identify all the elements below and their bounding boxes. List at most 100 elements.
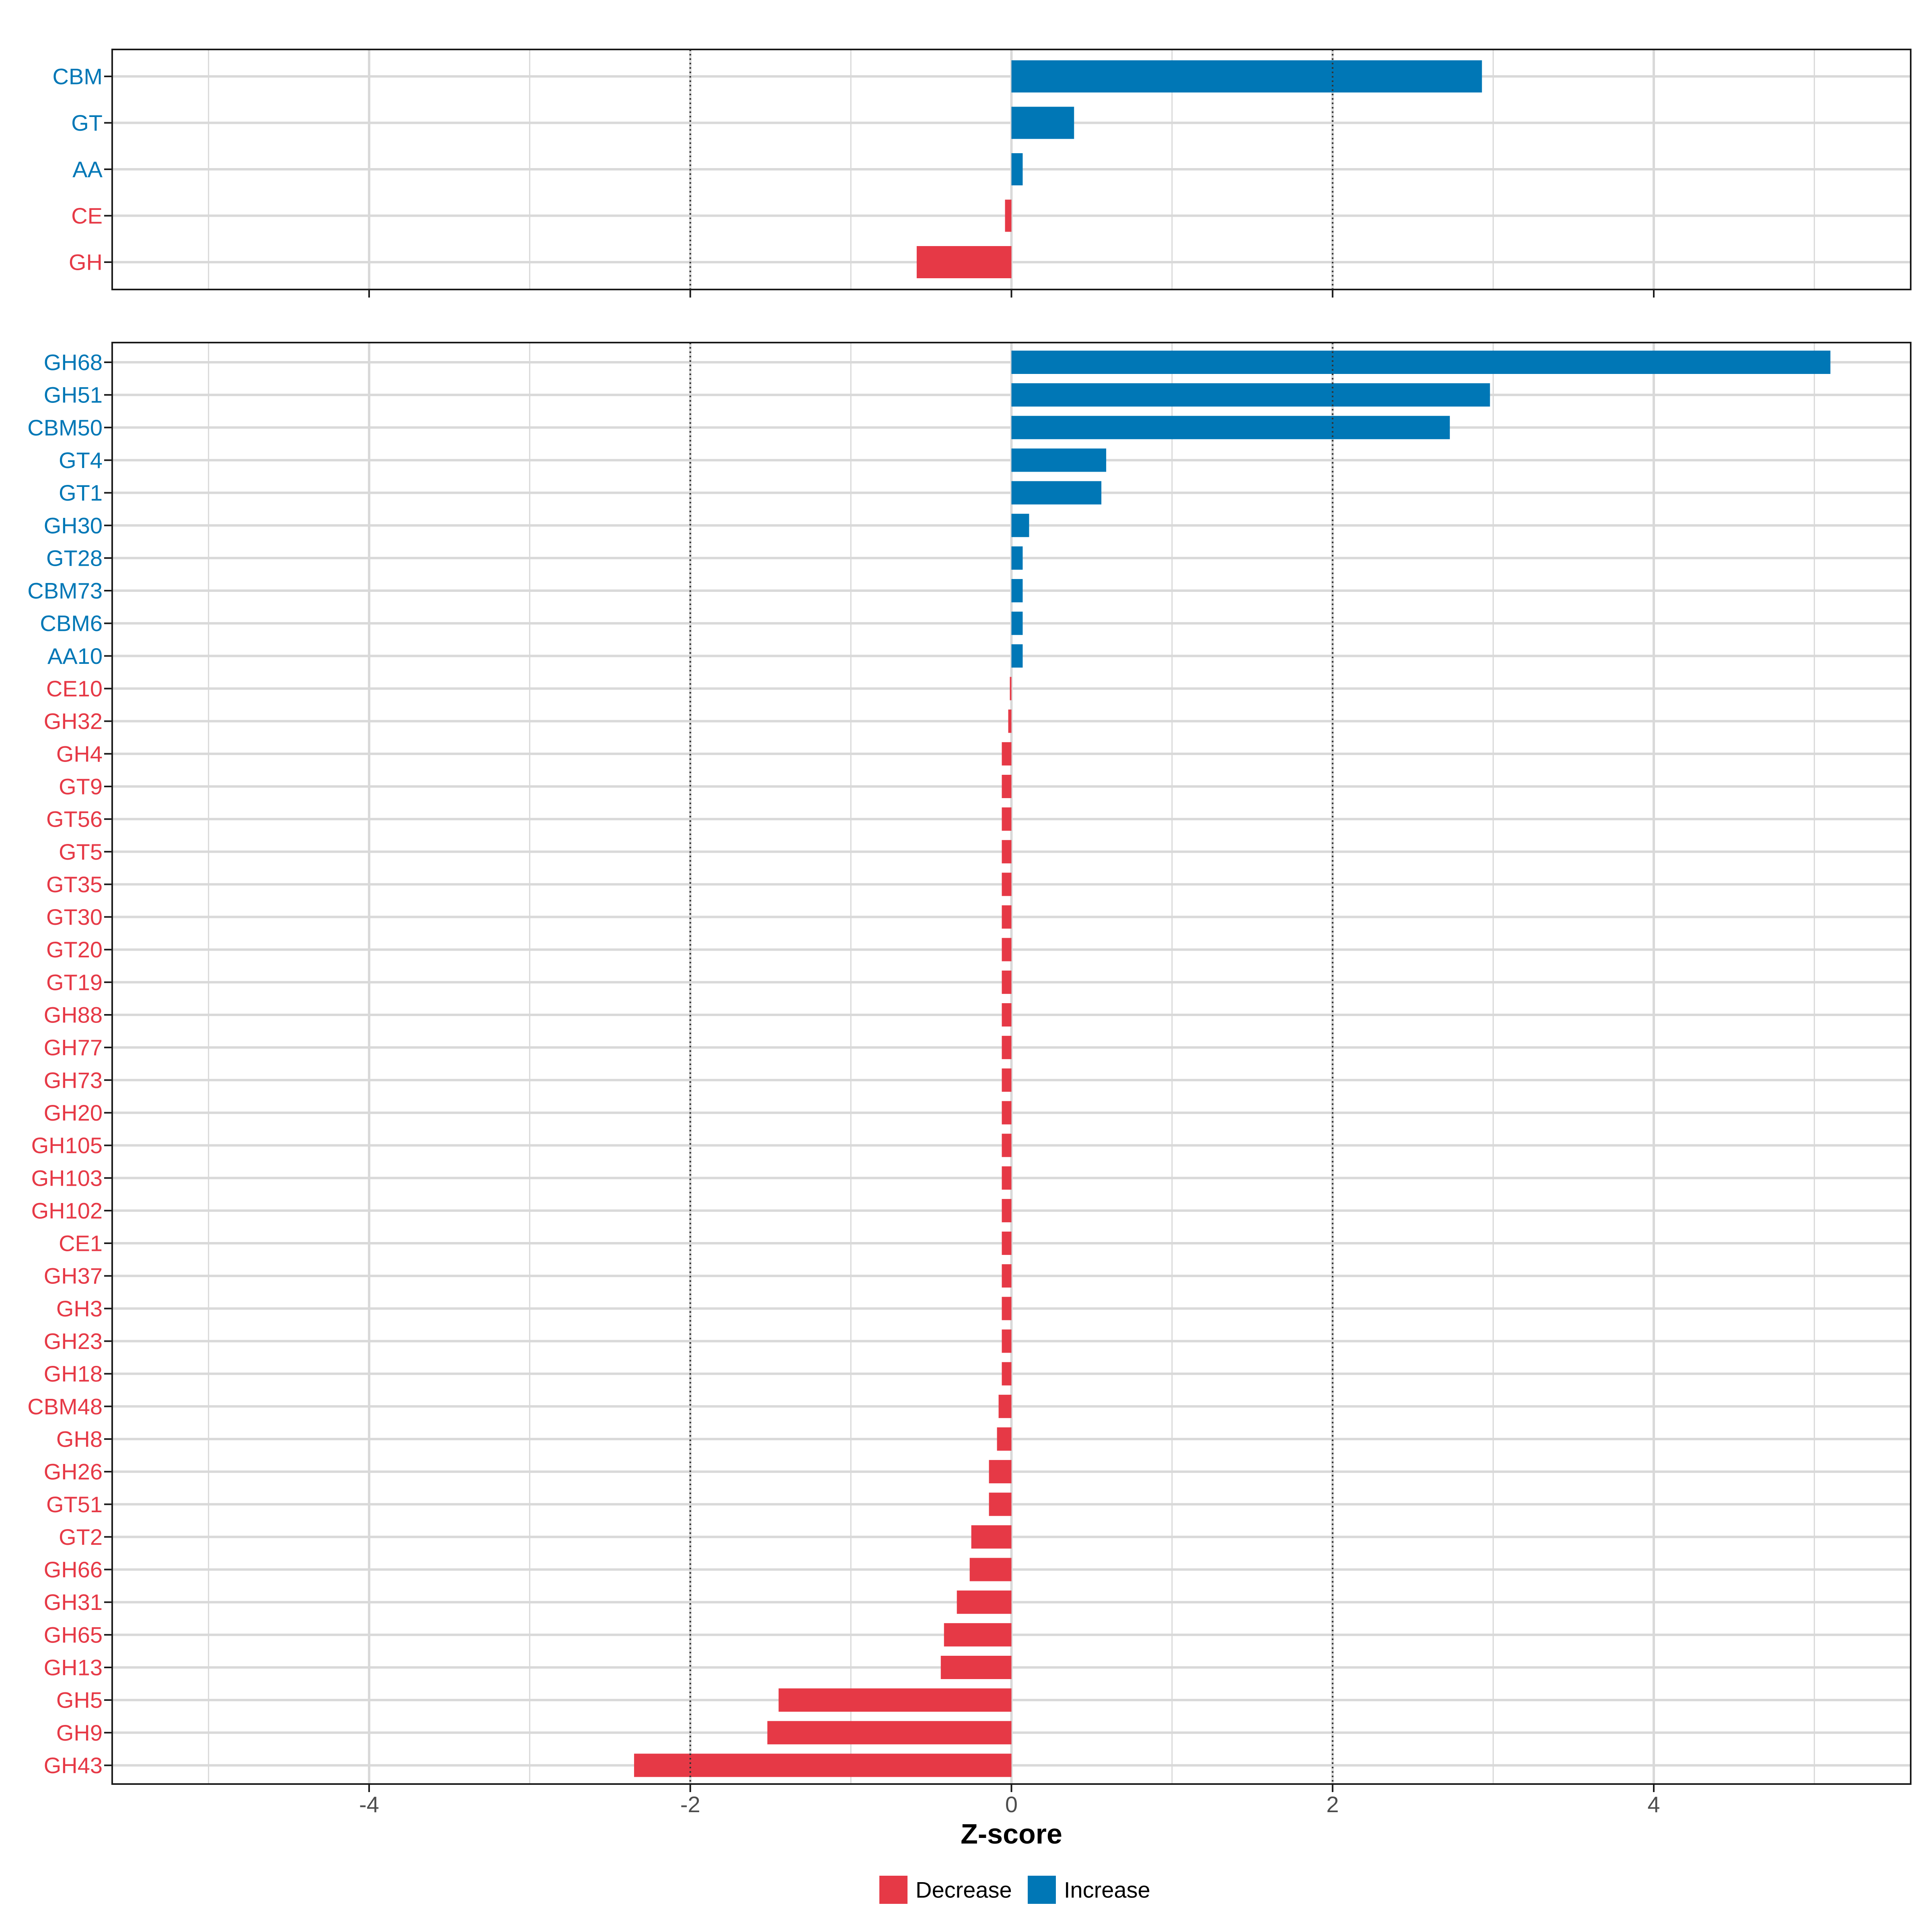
bottom-bar-gh66 [969, 1558, 1012, 1581]
bottom-bar-gt30 [1002, 905, 1012, 929]
bottom-bar-aa10 [1011, 644, 1023, 668]
bottom-category-label: CBM73 [27, 578, 103, 604]
bottom-bar-gt9 [1002, 774, 1012, 798]
bottom-bar-gt19 [1002, 970, 1012, 994]
legend-label-decrease: Decrease [916, 1877, 1012, 1903]
bottom-category-label: GH102 [31, 1198, 103, 1223]
bottom-bar-gh18 [1002, 1362, 1012, 1386]
bottom-category-label: AA10 [47, 643, 103, 669]
top-bar-gh [916, 246, 1012, 278]
bottom-category-label: GT30 [46, 904, 103, 930]
top-bar-cbm [1011, 60, 1482, 92]
bottom-category-label: GH66 [44, 1557, 103, 1582]
bottom-category-label: GT4 [59, 448, 103, 473]
bottom-bar-gh77 [1002, 1036, 1012, 1059]
bottom-bar-gt51 [989, 1493, 1012, 1516]
bottom-bar-gh103 [1002, 1166, 1012, 1190]
bottom-bar-gt28 [1011, 546, 1023, 570]
bottom-category-label: GT5 [59, 839, 103, 864]
top-category-label: CBM [53, 64, 103, 89]
bottom-category-label: GH105 [31, 1133, 103, 1158]
bottom-category-label: CBM6 [40, 611, 103, 636]
bottom-category-label: GH77 [44, 1035, 103, 1060]
bottom-xtick-label: 4 [1647, 1792, 1660, 1817]
bottom-category-label: GH37 [44, 1263, 103, 1289]
bottom-xtick-label: -2 [680, 1792, 700, 1817]
bottom-bar-gh4 [1002, 742, 1012, 766]
bottom-bar-gh65 [944, 1623, 1012, 1647]
bottom-category-label: GT19 [46, 969, 103, 995]
bottom-category-label: GT35 [46, 872, 103, 897]
bottom-category-label: GH26 [44, 1459, 103, 1484]
bottom-category-label: GH5 [56, 1688, 103, 1713]
bottom-category-label: GH13 [44, 1655, 103, 1680]
bottom-category-label: GH103 [31, 1165, 103, 1191]
bottom-category-label: GH23 [44, 1328, 103, 1354]
bottom-bar-gh5 [778, 1688, 1012, 1712]
legend-label-increase: Increase [1064, 1877, 1150, 1903]
bottom-category-label: GT28 [46, 545, 103, 571]
bottom-bar-ce1 [1002, 1232, 1012, 1255]
bottom-bar-cbm6 [1011, 612, 1023, 635]
bottom-bar-gh102 [1002, 1199, 1012, 1222]
bottom-category-label: CE10 [46, 676, 103, 701]
bottom-bar-gh26 [989, 1460, 1012, 1484]
x-axis-title: Z-score [961, 1818, 1062, 1850]
bottom-bar-gh88 [1002, 1003, 1012, 1027]
top-category-label: CE [71, 203, 103, 228]
bottom-bar-gh32 [1008, 709, 1012, 733]
bottom-bar-gt4 [1011, 448, 1107, 472]
bottom-bar-gh37 [1002, 1264, 1012, 1288]
bottom-category-label: GH68 [44, 350, 103, 375]
bottom-bar-gh68 [1011, 351, 1831, 374]
legend-key-increase [1028, 1876, 1056, 1904]
bottom-category-label: GH51 [44, 382, 103, 408]
bottom-bar-gh51 [1011, 383, 1490, 407]
bottom-category-label: CE1 [59, 1231, 103, 1256]
bottom-category-label: GT2 [59, 1524, 103, 1550]
bottom-bar-gt20 [1002, 938, 1012, 961]
bottom-category-label: GH65 [44, 1622, 103, 1647]
bottom-category-label: GH20 [44, 1100, 103, 1125]
bottom-bar-gt2 [971, 1525, 1012, 1549]
top-bar-gt [1011, 107, 1074, 139]
bottom-category-label: GH9 [56, 1720, 103, 1745]
top-bar-ce [1005, 199, 1012, 232]
bottom-category-label: GH88 [44, 1002, 103, 1028]
bottom-bar-gh30 [1011, 513, 1029, 537]
bottom-bar-gt1 [1011, 481, 1102, 505]
bottom-category-label: GH43 [44, 1753, 103, 1778]
bottom-bar-ce10 [1010, 677, 1012, 700]
bottom-bar-gh23 [1002, 1329, 1012, 1353]
bottom-category-label: GH73 [44, 1068, 103, 1093]
top-category-label: GH [69, 250, 103, 275]
bottom-category-label: GH31 [44, 1589, 103, 1615]
bottom-bar-gt56 [1002, 807, 1012, 831]
legend-key-decrease [879, 1876, 908, 1904]
bottom-category-label: GH18 [44, 1361, 103, 1386]
bottom-category-label: GH3 [56, 1296, 103, 1321]
bottom-bar-gh31 [957, 1590, 1012, 1614]
bottom-category-label: GH32 [44, 708, 103, 734]
top-category-label: GT [71, 110, 103, 136]
bottom-bar-cbm73 [1011, 579, 1023, 603]
bottom-category-label: CBM50 [27, 415, 103, 440]
bottom-bar-gh20 [1002, 1101, 1012, 1125]
bottom-bar-gh43 [634, 1753, 1012, 1777]
bottom-category-label: GH4 [56, 741, 103, 766]
bottom-category-label: GT56 [46, 807, 103, 832]
top-bar-aa [1011, 153, 1023, 185]
bottom-xtick-label: -4 [359, 1792, 379, 1817]
bottom-bar-gh3 [1002, 1297, 1012, 1320]
bottom-category-label: GT20 [46, 937, 103, 962]
bottom-bar-gh9 [767, 1721, 1012, 1745]
top-category-label: AA [72, 157, 103, 182]
bottom-bar-gh13 [940, 1656, 1012, 1679]
bottom-bar-cbm48 [998, 1394, 1012, 1418]
bottom-bar-gh73 [1002, 1068, 1012, 1092]
bottom-category-label: GT1 [59, 480, 103, 505]
bottom-xtick-label: 2 [1326, 1792, 1339, 1817]
bottom-category-label: GT9 [59, 774, 103, 799]
